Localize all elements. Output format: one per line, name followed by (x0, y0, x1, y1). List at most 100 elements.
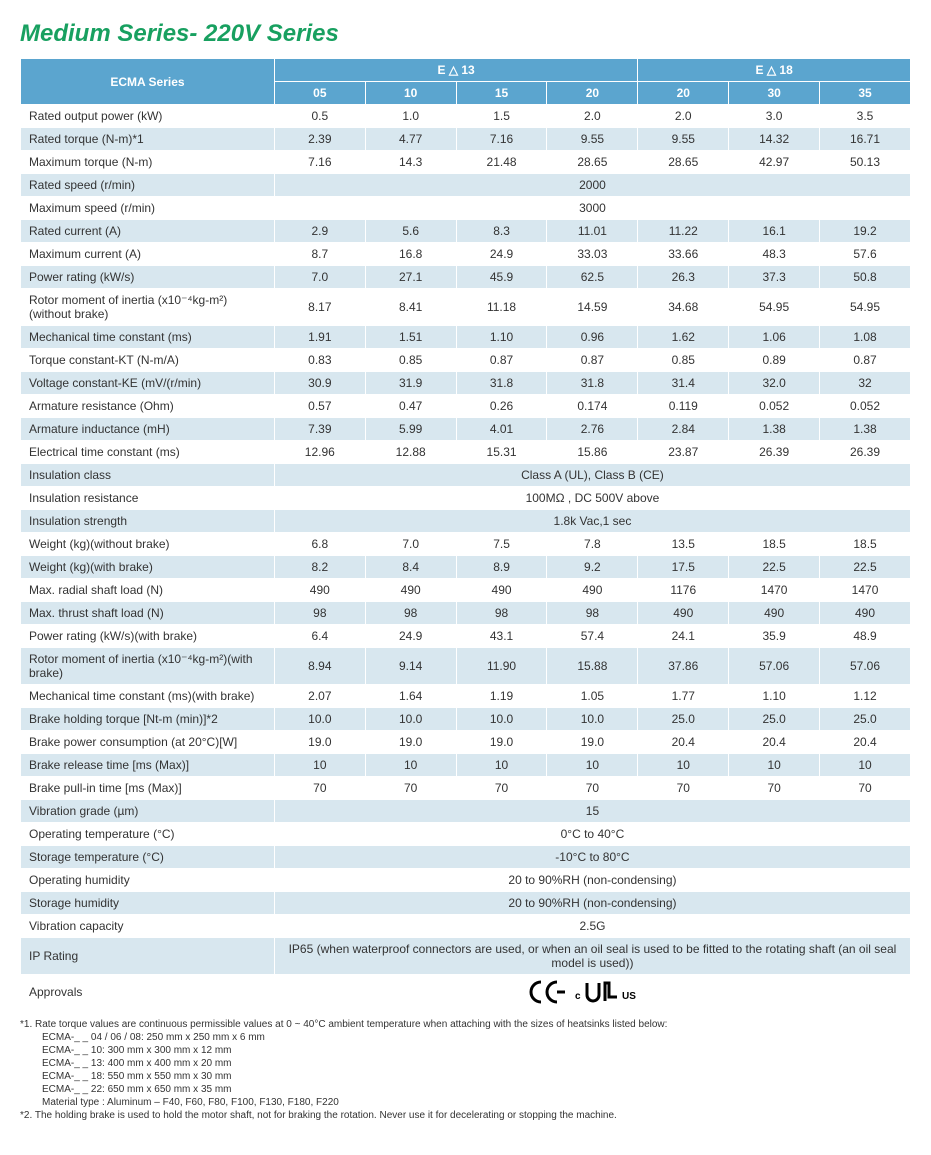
cell: 2.76 (547, 418, 638, 441)
cell: 48.3 (729, 243, 820, 266)
table-row: Weight (kg)(without brake)6.87.07.57.813… (21, 533, 911, 556)
header-subcol-0: 05 (274, 82, 365, 105)
cell: 0.119 (638, 395, 729, 418)
footnote-line: ECMA-_ _ 22: 650 mm x 650 mm x 35 mm (20, 1083, 911, 1096)
table-row: Maximum torque (N-m)7.1614.321.4828.6528… (21, 151, 911, 174)
table-row: Power rating (kW/s)(with brake)6.424.943… (21, 625, 911, 648)
cell: 21.48 (456, 151, 547, 174)
cell: 10.0 (456, 708, 547, 731)
table-row: Rotor moment of inertia (x10⁻⁴kg-m²)(wit… (21, 648, 911, 685)
cell: 1.91 (274, 326, 365, 349)
row-label: IP Rating (21, 938, 275, 975)
row-label: Brake pull-in time [ms (Max)] (21, 777, 275, 800)
footnote-line: *2. The holding brake is used to hold th… (20, 1109, 911, 1122)
cell: 10.0 (365, 708, 456, 731)
table-row: Rated speed (r/min)2000 (21, 174, 911, 197)
cell: 70 (729, 777, 820, 800)
cell: 37.86 (638, 648, 729, 685)
row-span-value: 2.5G (274, 915, 910, 938)
row-label: Rotor moment of inertia (x10⁻⁴kg-m²)(wit… (21, 289, 275, 326)
cell: 45.9 (456, 266, 547, 289)
row-span-value: 100MΩ , DC 500V above (274, 487, 910, 510)
row-label: Brake release time [ms (Max)] (21, 754, 275, 777)
cell: 1.38 (820, 418, 911, 441)
cell: 1.10 (456, 326, 547, 349)
cell: 1.51 (365, 326, 456, 349)
cell: 16.8 (365, 243, 456, 266)
cell: 18.5 (729, 533, 820, 556)
cell: 16.71 (820, 128, 911, 151)
cell: 0.57 (274, 395, 365, 418)
cell: 3.0 (729, 105, 820, 128)
cell: 9.55 (638, 128, 729, 151)
cell: 70 (547, 777, 638, 800)
cell: 2.39 (274, 128, 365, 151)
cell: 7.16 (274, 151, 365, 174)
cell: 8.4 (365, 556, 456, 579)
cell: 20.4 (638, 731, 729, 754)
cell: 50.13 (820, 151, 911, 174)
cell: 25.0 (729, 708, 820, 731)
cell: 8.3 (456, 220, 547, 243)
svg-text:US: US (622, 991, 636, 1002)
cell: 2.07 (274, 685, 365, 708)
footnote-line: ECMA-_ _ 04 / 06 / 08: 250 mm x 250 mm x… (20, 1031, 911, 1044)
row-label: Insulation strength (21, 510, 275, 533)
cell: 10 (547, 754, 638, 777)
cell: 33.66 (638, 243, 729, 266)
cell: 8.41 (365, 289, 456, 326)
row-label: Storage temperature (°C) (21, 846, 275, 869)
cell: 0.85 (365, 349, 456, 372)
cell: 22.5 (820, 556, 911, 579)
cell: 30.9 (274, 372, 365, 395)
cell: 0.5 (274, 105, 365, 128)
cell: 2.0 (547, 105, 638, 128)
table-row: Rotor moment of inertia (x10⁻⁴kg-m²)(wit… (21, 289, 911, 326)
table-row: Rated torque (N-m)*12.394.777.169.559.55… (21, 128, 911, 151)
header-subcol-6: 35 (820, 82, 911, 105)
cell: 18.5 (820, 533, 911, 556)
table-row: Operating temperature (°C)0°C to 40°C (21, 823, 911, 846)
row-label: Maximum current (A) (21, 243, 275, 266)
cell: 19.0 (547, 731, 638, 754)
cell: 15.31 (456, 441, 547, 464)
cell: 19.2 (820, 220, 911, 243)
cell: 1.08 (820, 326, 911, 349)
cell: 2.0 (638, 105, 729, 128)
cell: 5.6 (365, 220, 456, 243)
cell: 27.1 (365, 266, 456, 289)
cell: 28.65 (547, 151, 638, 174)
spec-table: ECMA Series E △ 13 E △ 18 05101520203035… (20, 58, 911, 1010)
cell: 28.65 (638, 151, 729, 174)
cell: 14.59 (547, 289, 638, 326)
cell: 10.0 (274, 708, 365, 731)
row-label: Operating humidity (21, 869, 275, 892)
row-span-value: 20 to 90%RH (non-condensing) (274, 869, 910, 892)
cell: 0.96 (547, 326, 638, 349)
table-row: Power rating (kW/s)7.027.145.962.526.337… (21, 266, 911, 289)
cell: 1.19 (456, 685, 547, 708)
cell: 10 (456, 754, 547, 777)
cell: 490 (729, 602, 820, 625)
row-label: Rated current (A) (21, 220, 275, 243)
cell: 34.68 (638, 289, 729, 326)
cell: 1470 (820, 579, 911, 602)
cell: 0.85 (638, 349, 729, 372)
cell: 26.39 (820, 441, 911, 464)
table-row: Mechanical time constant (ms)(with brake… (21, 685, 911, 708)
cell: 23.87 (638, 441, 729, 464)
row-span-value: 15 (274, 800, 910, 823)
cell: 11.90 (456, 648, 547, 685)
table-row: Mechanical time constant (ms)1.911.511.1… (21, 326, 911, 349)
cell: 9.55 (547, 128, 638, 151)
cell: 1470 (729, 579, 820, 602)
cell: 11.18 (456, 289, 547, 326)
footnotes: *1. Rate torque values are continuous pe… (20, 1018, 911, 1122)
row-label: Rated torque (N-m)*1 (21, 128, 275, 151)
row-label: Electrical time constant (ms) (21, 441, 275, 464)
row-label: Max. radial shaft load (N) (21, 579, 275, 602)
cell: 48.9 (820, 625, 911, 648)
cell: 20.4 (729, 731, 820, 754)
footnote-line: ECMA-_ _ 13: 400 mm x 400 mm x 20 mm (20, 1057, 911, 1070)
cell: 57.6 (820, 243, 911, 266)
